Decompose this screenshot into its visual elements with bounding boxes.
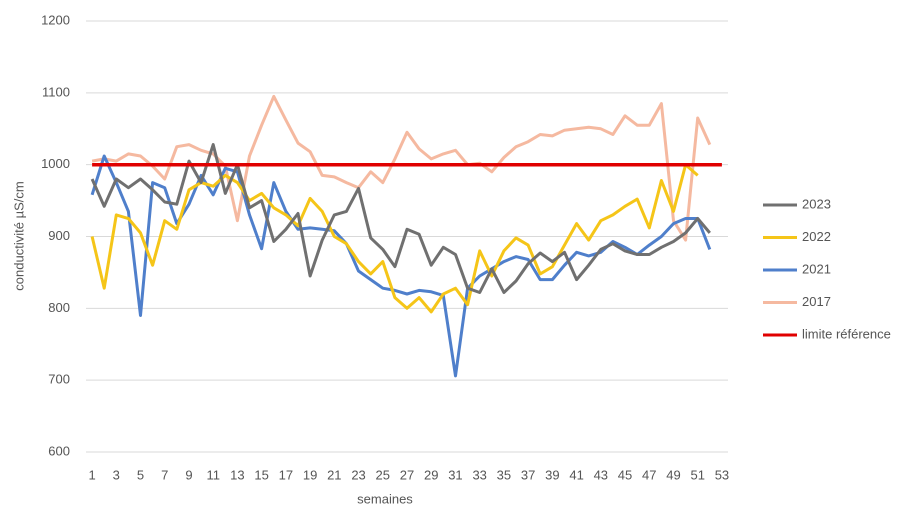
x-tick-label: 43 xyxy=(594,467,608,482)
x-tick-label: 19 xyxy=(303,467,317,482)
x-tick-label: 41 xyxy=(569,467,583,482)
x-tick-label: 1 xyxy=(88,467,95,482)
series-line xyxy=(91,94,712,242)
x-tick-label: 23 xyxy=(351,467,365,482)
x-tick-label: 47 xyxy=(642,467,656,482)
legend-label: 2022 xyxy=(802,229,831,244)
x-tick-label: 49 xyxy=(666,467,680,482)
legend-label: 2017 xyxy=(802,294,831,309)
y-tick-label: 1200 xyxy=(41,12,70,27)
y-tick-label: 800 xyxy=(48,300,70,315)
x-axis-label: semaines xyxy=(357,491,413,506)
x-tick-label: 7 xyxy=(161,467,168,482)
x-tick-label: 13 xyxy=(230,467,244,482)
x-tick-label: 45 xyxy=(618,467,632,482)
y-tick-label: 700 xyxy=(48,372,70,387)
y-tick-label: 600 xyxy=(48,443,70,458)
x-tick-label: 25 xyxy=(376,467,390,482)
x-tick-label: 37 xyxy=(521,467,535,482)
x-tick-label: 17 xyxy=(279,467,293,482)
x-tick-label: 15 xyxy=(254,467,268,482)
series-line xyxy=(90,143,711,294)
y-tick-label: 1100 xyxy=(42,84,70,99)
x-tick-label: 33 xyxy=(472,467,486,482)
y-tick-label: 1000 xyxy=(41,156,70,171)
series-line xyxy=(90,163,699,314)
legend-label: 2023 xyxy=(802,196,831,211)
x-tick-label: 53 xyxy=(715,467,729,482)
y-axis-label: conductivité µS/cm xyxy=(11,181,26,290)
x-tick-label: 11 xyxy=(206,467,220,482)
x-tick-label: 51 xyxy=(690,467,704,482)
legend-label: 2021 xyxy=(802,261,831,276)
legend-label: limite référence xyxy=(802,326,891,341)
series-line xyxy=(90,154,712,378)
x-tick-label: 9 xyxy=(185,467,192,482)
x-tick-label: 39 xyxy=(545,467,559,482)
x-tick-label: 31 xyxy=(448,467,462,482)
y-tick-label: 900 xyxy=(48,228,70,243)
x-tick-label: 29 xyxy=(424,467,438,482)
x-tick-label: 35 xyxy=(497,467,511,482)
x-tick-label: 5 xyxy=(137,467,144,482)
x-tick-label: 27 xyxy=(400,467,414,482)
x-tick-label: 21 xyxy=(327,467,341,482)
x-tick-label: 3 xyxy=(113,467,120,482)
